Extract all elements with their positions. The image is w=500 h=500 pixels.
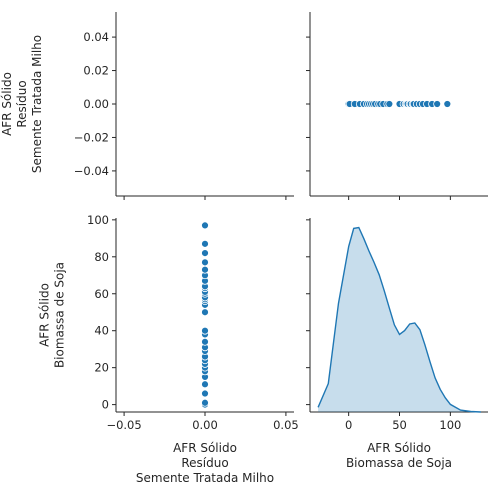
- axis-label-line: Resíduo: [181, 456, 228, 470]
- y-tick-label: 20: [94, 361, 109, 375]
- x-tick-label: 0.00: [192, 418, 218, 432]
- axis-label-line: Resíduo: [15, 80, 29, 127]
- y-tick-label: 0.00: [83, 97, 109, 111]
- kde-line: [317, 226, 481, 413]
- y-tick-label: 0.02: [83, 64, 109, 78]
- y-tick-label: 0: [102, 398, 109, 412]
- scatter-point: [201, 380, 209, 389]
- y-tick-label: 80: [94, 250, 109, 264]
- y-tick-label: 100: [87, 213, 109, 227]
- x-tick-label: 0: [345, 418, 352, 432]
- x-tick-label: 100: [439, 418, 461, 432]
- scatter-point: [201, 221, 209, 230]
- panel-v0-vs-v1-scatter: [306, 12, 488, 200]
- x-tick-label: 0.05: [273, 418, 299, 432]
- y-tick-label: 0.04: [83, 30, 109, 44]
- x-axis-label-v0: AFR Sólido Resíduo Semente Tratada Milho: [136, 441, 274, 485]
- scatter-point: [201, 258, 209, 267]
- panel-v1-kde: 0 50 100: [306, 218, 488, 432]
- scatter-point: [201, 249, 209, 258]
- y-tick-label: −0.04: [74, 164, 109, 178]
- axis-label-line: Semente Tratada Milho: [136, 471, 274, 485]
- axis-label-line: AFR Sólido: [38, 283, 52, 347]
- axis-label-line: Semente Tratada Milho: [30, 35, 44, 173]
- scatter-point: [201, 239, 209, 248]
- x-tick-label: −0.05: [106, 418, 141, 432]
- panel-v0-vs-v0: −0.04 −0.02 0.00 0.02 0.04: [74, 12, 294, 200]
- x-axis-label-v1: AFR Sólido Biomassa de Soja: [346, 441, 452, 470]
- y-tick-label: −0.02: [74, 130, 109, 144]
- axis-label-line: AFR Sólido: [173, 441, 237, 455]
- panel-v1-vs-v0-scatter: 0 20 40 60 80 100 −0.05 0.00 0.05: [87, 213, 299, 432]
- scatter-point: [201, 389, 209, 398]
- scatter-point: [201, 326, 209, 335]
- y-tick-label: 40: [94, 324, 109, 338]
- axis-label-line: Biomassa de Soja: [53, 262, 67, 368]
- y-axis-label-v0: AFR SólidoResíduoSemente Tratada Milho: [0, 35, 44, 173]
- axis-label-line: AFR Sólido: [367, 441, 431, 455]
- scatter-point: [443, 100, 452, 108]
- scatter-point: [201, 265, 209, 274]
- axis-label-line: Biomassa de Soja: [346, 456, 452, 470]
- kde-area: [318, 227, 481, 412]
- scatter-point: [201, 337, 209, 346]
- scatter-point: [385, 100, 394, 108]
- x-tick-label: 50: [392, 418, 407, 432]
- scatter-point: [201, 308, 209, 317]
- axis-labels: AFR SólidoResíduoSemente Tratada MilhoAF…: [0, 35, 452, 485]
- y-axis-label-v1: AFR SólidoBiomassa de Soja: [38, 262, 67, 368]
- scatter-point: [201, 398, 209, 407]
- scatter-point: [433, 100, 442, 108]
- y-tick-label: 60: [94, 287, 109, 301]
- axis-label-line: AFR Sólido: [0, 72, 14, 136]
